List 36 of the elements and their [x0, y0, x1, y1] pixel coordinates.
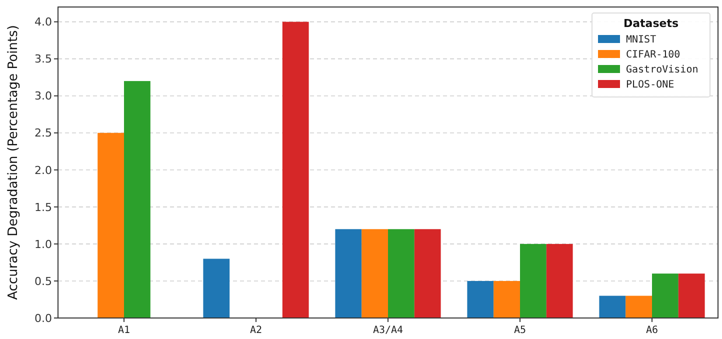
y-tick-label: 4.0: [34, 16, 52, 29]
y-tick-label: 3.0: [34, 90, 52, 103]
legend-label: GastroVision: [626, 64, 698, 76]
y-tick-label: 0.0: [34, 312, 52, 325]
legend-title: Datasets: [623, 17, 679, 30]
y-tick-label: 2.0: [34, 164, 52, 177]
bar: [414, 229, 441, 318]
x-tick-label: A6: [646, 325, 658, 336]
y-tick-label: 0.5: [34, 274, 52, 288]
bar: [467, 280, 494, 318]
bar: [282, 22, 309, 318]
bar: [546, 244, 573, 318]
bar: [203, 258, 230, 318]
bar: [678, 274, 705, 318]
bar: [98, 132, 124, 318]
y-tick-label: 1.0: [34, 238, 52, 251]
bar: [494, 280, 520, 318]
bar: [520, 244, 546, 318]
y-axis-title: Accuracy Degradation (Percentage Points): [6, 25, 21, 300]
bar: [652, 274, 678, 318]
y-tick-label: 1.5: [34, 200, 52, 214]
bar: [599, 296, 626, 318]
x-tick-label: A1: [118, 325, 130, 336]
bar: [626, 296, 652, 318]
x-tick-label: A2: [250, 325, 262, 336]
legend-label: CIFAR-100: [626, 50, 680, 60]
y-tick-label: 3.5: [34, 52, 52, 66]
y-tick-label: 2.5: [34, 126, 52, 140]
x-tick-label: A5: [514, 325, 526, 336]
x-tick-label: A3/A4: [372, 325, 404, 336]
legend-label: PLOS-ONE: [626, 80, 674, 90]
bar: [335, 229, 362, 318]
bar: [362, 229, 388, 318]
bar: [388, 229, 414, 318]
legend-label: MNIST: [626, 34, 656, 46]
bar: [124, 81, 150, 318]
